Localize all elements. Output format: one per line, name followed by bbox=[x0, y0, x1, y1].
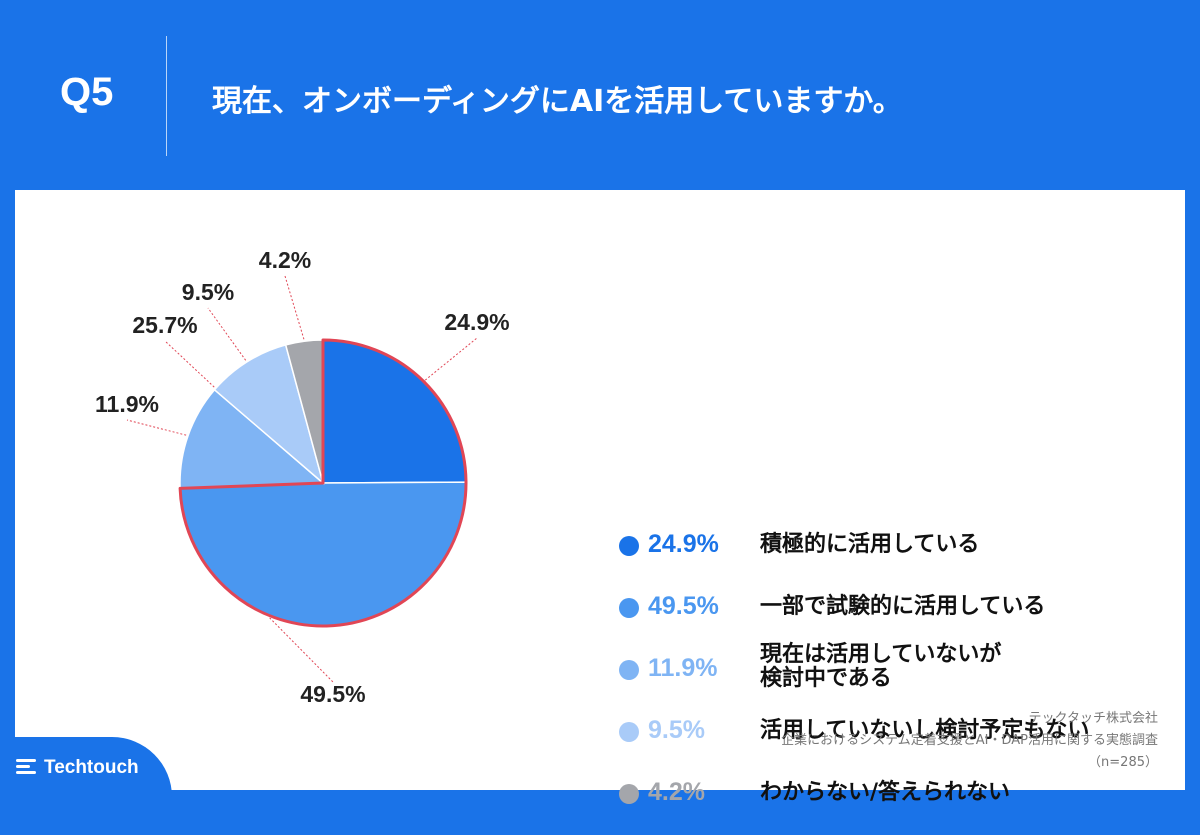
legend-label: わからない/答えられない bbox=[760, 780, 1011, 805]
callout-leader bbox=[424, 337, 478, 381]
techtouch-lines-icon bbox=[16, 759, 36, 774]
legend-label: 積極的に活用している bbox=[760, 532, 980, 557]
legend-percent: 11.9% bbox=[648, 654, 718, 682]
callout-label: 49.5% bbox=[300, 681, 365, 707]
callout-label: 4.2% bbox=[259, 247, 311, 273]
callout-label: 9.5% bbox=[182, 279, 234, 305]
legend: 24.9% 積極的に活用している 49.5% 一部で試験的に活用している 11.… bbox=[615, 525, 1175, 835]
callout-label: 25.7% bbox=[132, 312, 197, 338]
chart-panel: 24.9% 49.5% 11.9% 25.7% 9.5% 4.2% 24.9% 積極的に活… bbox=[15, 190, 1185, 806]
footer-sample: （n=285） bbox=[1088, 755, 1158, 770]
legend-row: 9.5% 活用していないし検討予定もない bbox=[615, 711, 1175, 773]
footer-company: テックタッチ株式会社 bbox=[1028, 711, 1158, 726]
legend-label: 現在は活用していないが 検討中である bbox=[760, 642, 1002, 691]
callout-leader bbox=[284, 275, 305, 340]
legend-percent: 24.9% bbox=[648, 530, 719, 558]
legend-percent: 4.2% bbox=[648, 778, 705, 806]
pie-slice bbox=[179, 388, 325, 490]
logo-tab bbox=[0, 737, 172, 800]
callout-leader bbox=[164, 340, 215, 388]
highlight-outline bbox=[178, 338, 468, 628]
pie-slice bbox=[179, 481, 467, 627]
question-title: 現在、オンボーディングにAIを活用していますか。 bbox=[212, 84, 903, 119]
legend-dot-icon bbox=[619, 598, 639, 618]
legend-dot-icon bbox=[619, 722, 639, 742]
callout-label: 11.9% bbox=[95, 391, 159, 417]
legend-dot-icon bbox=[619, 784, 639, 804]
legend-row: 4.2% わからない/答えられない bbox=[615, 773, 1175, 835]
legend-percent: 49.5% bbox=[648, 592, 719, 620]
legend-label: 一部で試験的に活用している bbox=[760, 594, 1046, 619]
pie-slice bbox=[322, 339, 467, 484]
source-footer: テックタッチ株式会社 企業におけるシステム定着支援とAI・DAP活用に関する実態… bbox=[638, 708, 1158, 774]
legend-dot-icon bbox=[619, 536, 639, 556]
callout-leader bbox=[126, 419, 187, 436]
footer-survey: 企業におけるシステム定着支援とAI・DAP活用に関する実態調査 bbox=[781, 733, 1158, 748]
pie-slice bbox=[213, 344, 325, 486]
legend-dot-icon bbox=[619, 660, 639, 680]
callout-label: 24.9% bbox=[444, 309, 509, 335]
legend-percent: 9.5% bbox=[648, 716, 705, 744]
header-divider bbox=[166, 36, 167, 156]
legend-label: 活用していないし検討予定もない bbox=[760, 718, 1090, 743]
callout-leader bbox=[269, 617, 334, 683]
brand-logo: Techtouch bbox=[44, 757, 139, 778]
legend-row: 24.9% 積極的に活用している bbox=[615, 525, 1175, 587]
legend-row: 11.9% 現在は活用していないが 検討中である bbox=[615, 643, 1175, 711]
question-number: Q5 bbox=[60, 70, 114, 114]
legend-row: 49.5% 一部で試験的に活用している bbox=[615, 587, 1175, 649]
callout-leader bbox=[207, 307, 247, 361]
pie-chart: 24.9% 49.5% 11.9% 25.7% 9.5% 4.2% bbox=[95, 247, 510, 707]
